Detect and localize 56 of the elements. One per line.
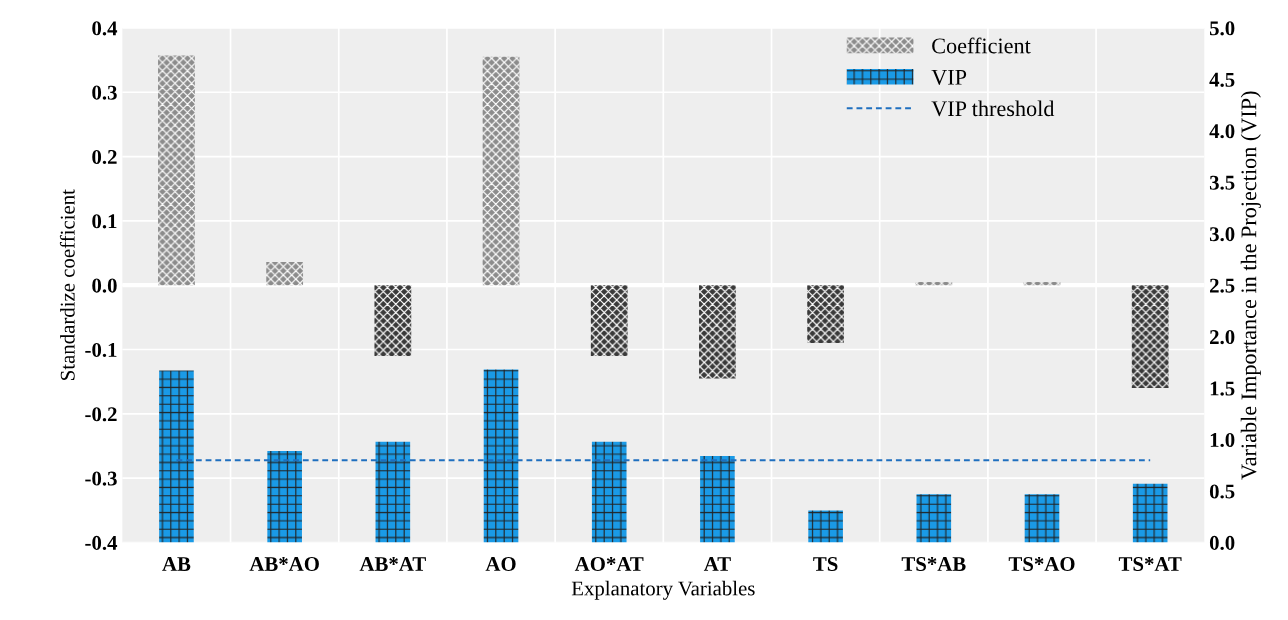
y2-tick-label: 0.5: [1209, 484, 1235, 499]
x-tick-label: AB*AT: [359, 557, 426, 571]
x-tick-label: AB: [162, 557, 191, 571]
y2-tick-label: 1.0: [1210, 432, 1235, 448]
legend-label: Coefficient: [932, 37, 1031, 54]
y2-tick-label: 4.0: [1209, 124, 1235, 139]
y-tick-label: -0.3: [85, 471, 117, 486]
x-tick-label: TS*AB: [901, 557, 966, 572]
y-tick-label: -0.2: [85, 407, 117, 422]
bar: [374, 285, 412, 356]
y2-tick-label: 3.5: [1209, 175, 1235, 190]
bar: [699, 285, 736, 379]
x-tick-label: TS*AO: [1008, 557, 1075, 572]
x-tick-label: TS: [813, 557, 838, 572]
legend-label: VIP threshold: [931, 100, 1055, 117]
bar: [482, 56, 520, 286]
bar: [590, 285, 628, 356]
y2-tick-label: 5.0: [1209, 21, 1235, 36]
bar: [266, 262, 304, 286]
bar: [483, 369, 519, 543]
y-tick-label: 0.1: [92, 214, 117, 229]
bar: [915, 281, 953, 286]
bar: [700, 456, 735, 543]
y2-tick-label: 4.5: [1209, 72, 1235, 87]
bar: [591, 441, 627, 543]
y-tick-label: -0.1: [85, 342, 117, 358]
y-tick-label: 0.0: [92, 278, 117, 293]
y2-tick-label: 0.0: [1209, 535, 1235, 551]
legend-label: VIP: [931, 70, 967, 85]
y2-tick-label: 2.0: [1210, 330, 1235, 345]
y2-tick-label: 1.5: [1210, 381, 1235, 396]
bar: [159, 370, 194, 543]
bar: [158, 55, 195, 286]
y-axis-title: Standardize coefficient: [59, 189, 75, 380]
bar: [1132, 483, 1168, 543]
bar: [808, 510, 843, 543]
x-tick-label: AT: [703, 557, 731, 571]
x-axis-title: Explanatory Variables: [571, 580, 755, 600]
x-tick-label: AO*AT: [574, 557, 644, 572]
y2-tick-label: 2.5: [1210, 278, 1235, 293]
x-tick-label: AB*AO: [249, 557, 319, 572]
y-tick-label: -0.4: [85, 535, 118, 551]
y2-tick-label: 3.0: [1209, 227, 1235, 242]
bar: [1023, 281, 1061, 286]
bar: [1131, 285, 1169, 389]
bar: [375, 441, 411, 543]
bar: [916, 494, 952, 543]
bar: [267, 450, 302, 543]
x-tick-label: TS*AT: [1118, 557, 1182, 572]
x-tick-label: AO: [485, 557, 516, 572]
y2-axis-title: Variable Importance in the Projection (VIP): [1240, 91, 1261, 480]
y-tick-label: 0.4: [92, 21, 118, 36]
y-tick-label: 0.3: [92, 85, 117, 100]
bar: [807, 285, 844, 344]
y-tick-label: 0.2: [92, 149, 117, 165]
bar: [1024, 494, 1060, 543]
